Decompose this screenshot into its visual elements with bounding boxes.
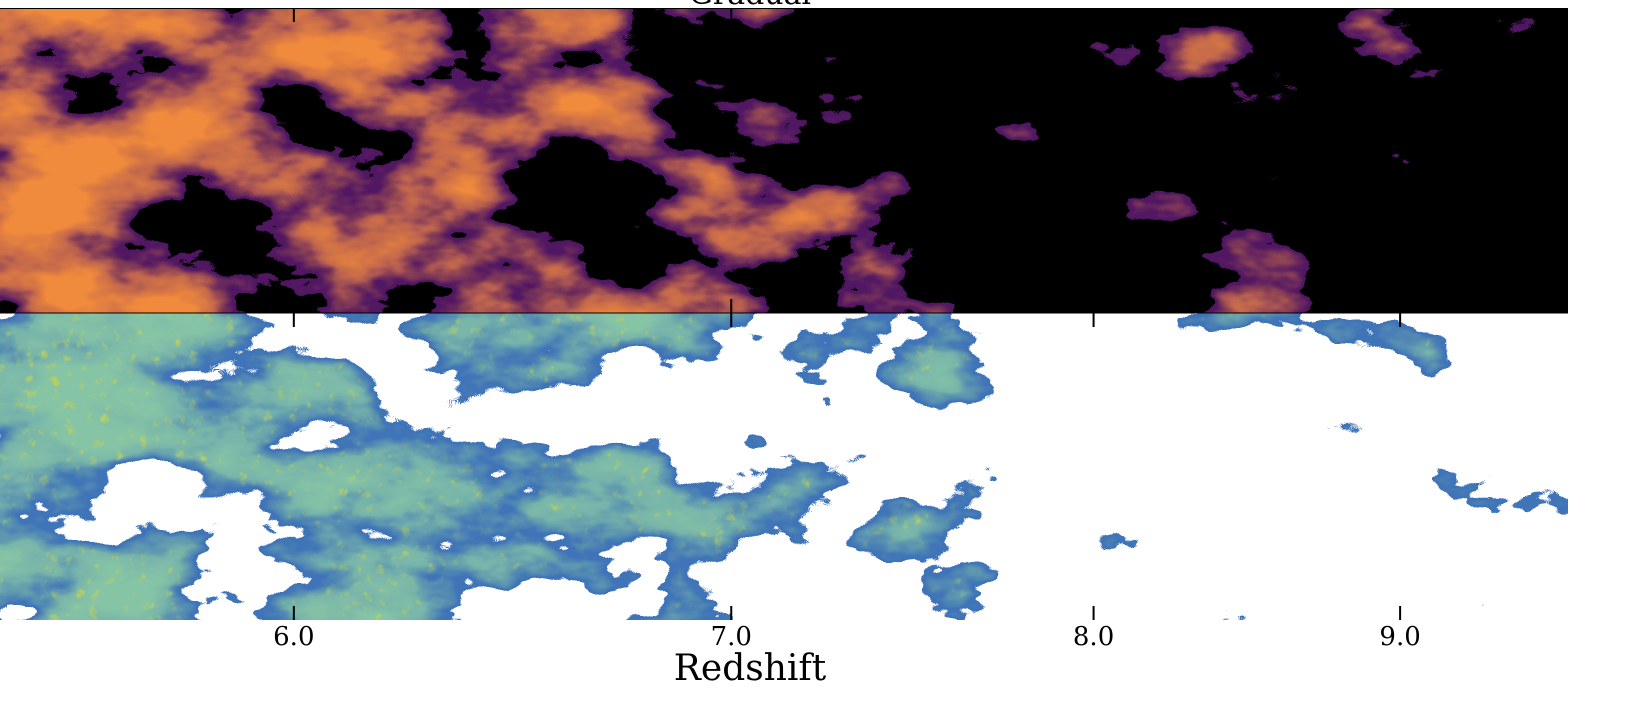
x-tick-label: 7.0 [711,622,752,652]
x-axis-label: Redshift [674,648,827,689]
x-tick-label: 6.0 [273,622,314,652]
field-map [0,313,1568,620]
brightness-map [0,8,1568,313]
x-tick-label: 9.0 [1379,622,1420,652]
x-tick-label: 8.0 [1073,622,1114,652]
